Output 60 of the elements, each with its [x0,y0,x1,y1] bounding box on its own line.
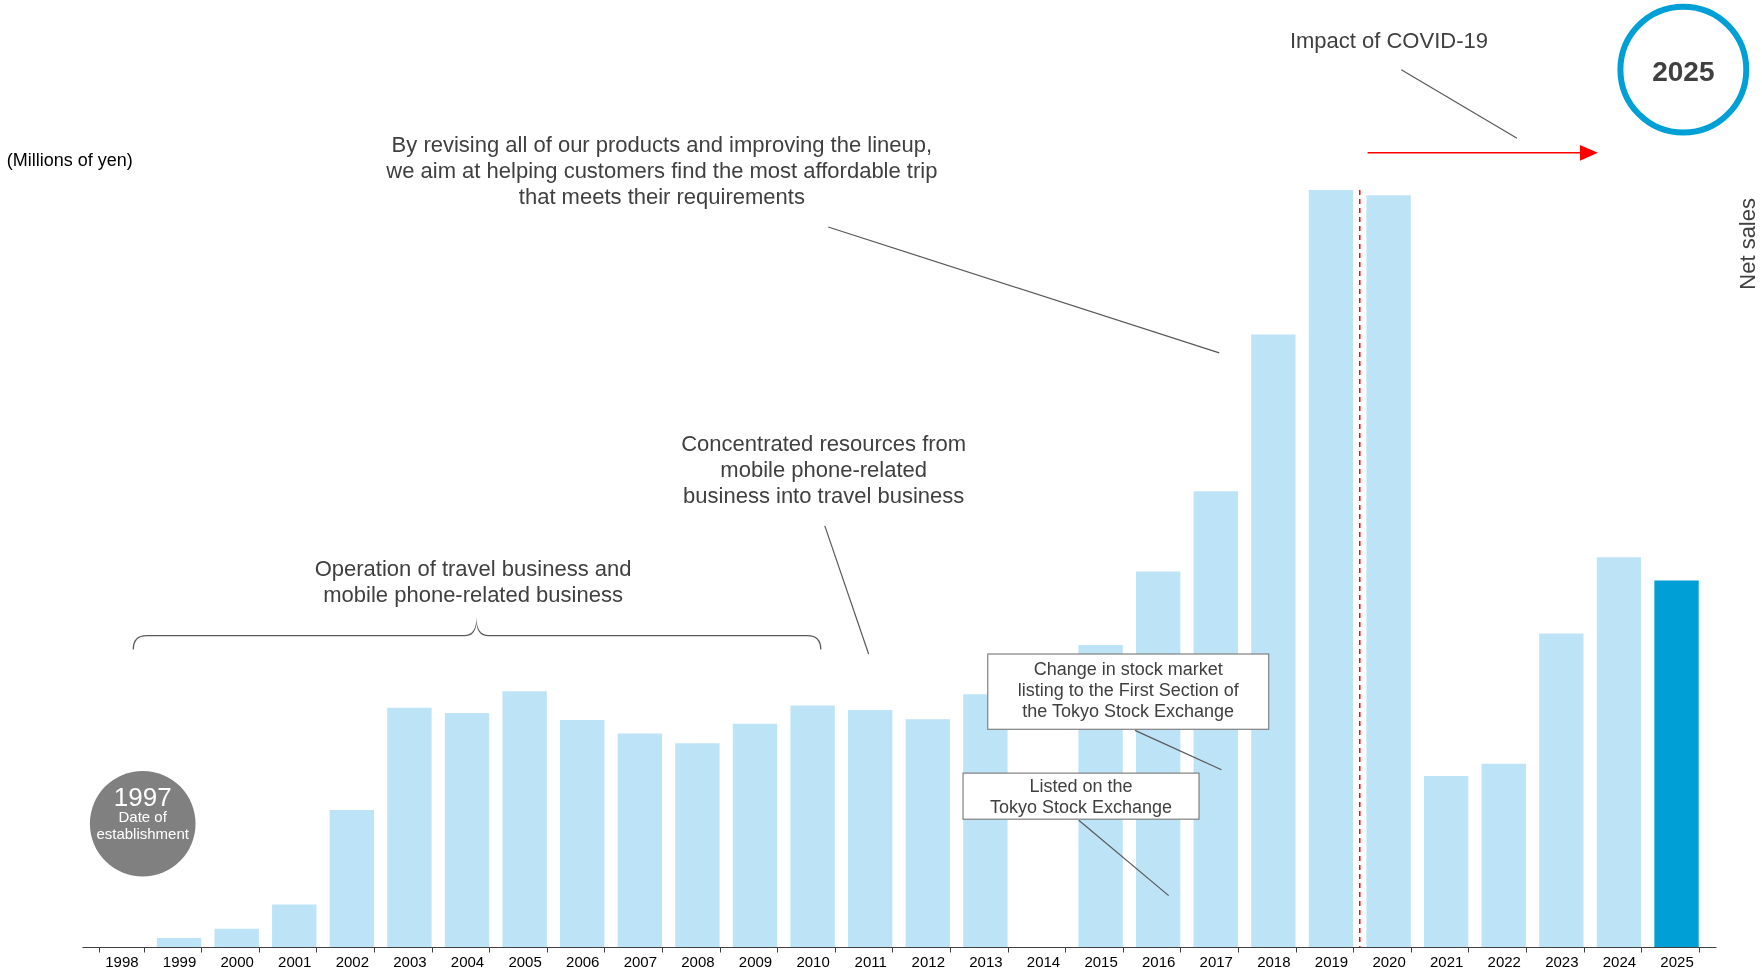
annotation: Listed on the Tokyo Stock Exchange [989,776,1173,818]
annotation: Concentrated resources from mobile phone-related business into travel business [681,430,967,508]
x-tick-label: 2012 [911,952,945,970]
text: 2025 [1652,55,1715,87]
x-tick-label: 2016 [1141,952,1176,970]
bar [790,705,835,947]
bar [387,707,432,947]
x-tick-label: 2007 [623,952,658,970]
bar [156,937,202,947]
bar [905,719,950,947]
x-tick-label: 2014 [1026,952,1061,970]
bar [1251,334,1296,947]
x-tick-label: 2024 [1602,952,1637,970]
bar [560,719,605,947]
x-tick-label: 2001 [278,952,312,970]
bar [214,928,259,947]
x-tick-label: 2015 [1084,952,1118,970]
bar [444,713,490,947]
annotation: By revising all of our products and improving the lineup, we aim at helping customers find the most affordable trip that meets their requirements [385,131,938,209]
x-tick-label: 2000 [220,952,254,970]
bar [1308,190,1354,947]
x-tick-label: 2010 [796,952,830,970]
bar [329,809,375,947]
bar [675,743,720,947]
bar [1481,763,1526,947]
bar [1423,775,1469,947]
x-tick-label: 2023 [1545,952,1579,970]
x-tick-label: 2003 [393,952,427,970]
bar [272,904,317,947]
x-tick-label: 2022 [1487,952,1521,970]
bar [1654,580,1699,947]
bar [1596,557,1642,947]
x-tick-label: 2002 [335,952,370,970]
x-tick-label: 2021 [1429,952,1464,970]
x-tick-label: 2020 [1372,952,1406,970]
x-tick-label: 2009 [738,952,773,970]
text: Impact of COVID-19 [1289,28,1488,54]
bar [732,723,778,947]
x-tick-label: 1998 [105,952,139,970]
annotation: 1997 Date of establishment [96,781,190,842]
x-tick-label: 2017 [1199,952,1233,970]
annotation: Change in stock market listing to the First Section of the Tokyo Stock Exchange [1017,659,1240,722]
x-tick-label: 2005 [508,952,542,970]
x-tick-label: 2013 [969,952,1003,970]
x-tick-label: 2008 [681,952,715,970]
annotation: Operation of travel business and mobile phone-related business [314,556,632,608]
x-tick-label: 2004 [450,952,485,970]
bar [1366,195,1411,947]
x-tick-label: 1999 [162,952,197,970]
bar [848,710,893,947]
bar [502,691,547,947]
bar [617,733,662,947]
x-tick-label: 2011 [854,952,887,970]
x-tick-label: 2019 [1314,952,1349,970]
y-axis-title: (Millions of yen) [6,150,133,171]
x-tick-label: 2006 [566,952,600,970]
text: Net sales [1735,197,1761,290]
bar [1539,633,1584,947]
x-tick-label: 2025 [1660,952,1694,970]
x-tick-label: 2018 [1257,952,1291,970]
